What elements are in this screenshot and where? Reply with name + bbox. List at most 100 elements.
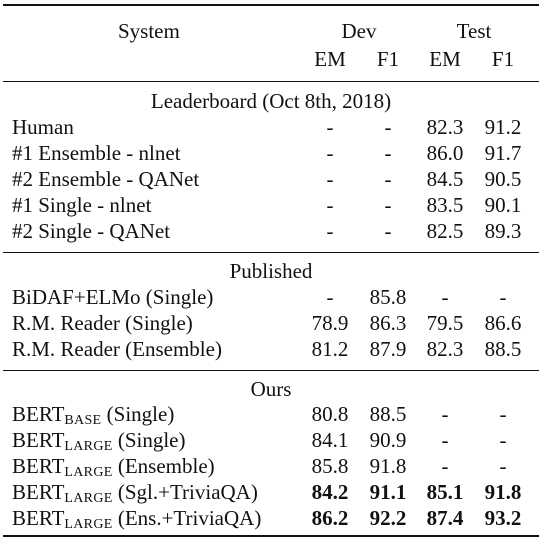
- dev-em-cell: -: [326, 193, 334, 217]
- model-setting: (Single): [106, 402, 175, 426]
- test-f1-cell: -: [499, 454, 507, 478]
- header-dev: Dev: [341, 19, 377, 43]
- dev-em-cell: 85.8: [311, 454, 349, 478]
- system-name: BERTLARGE (Single): [12, 427, 186, 460]
- header-row-metrics: EM F1 EM F1: [3, 46, 539, 72]
- test-f1-cell: 93.2: [484, 506, 522, 530]
- table-row: BERTLARGE (Ens.+TriviaQA) 86.2 92.2 87.4 93.…: [3, 505, 539, 532]
- dev-em-cell: 86.2: [311, 506, 349, 530]
- model-name: BERT: [12, 402, 65, 426]
- test-em-cell: 85.1: [426, 480, 464, 504]
- system-name: Human: [12, 115, 74, 139]
- dev-em-cell: 84.1: [311, 428, 349, 452]
- system-name: #1 Single - nlnet: [12, 193, 152, 217]
- system-name: BERTLARGE (Ens.+TriviaQA): [12, 505, 261, 538]
- header-dev-em: EM: [314, 47, 346, 71]
- model-variant: LARGE: [64, 517, 113, 532]
- bottom-rule: [3, 535, 539, 537]
- dev-f1-cell: -: [384, 167, 392, 191]
- system-name: BERTBASE (Single): [12, 401, 174, 434]
- model-name: BERT: [12, 506, 65, 530]
- dev-f1-cell: 92.2: [369, 506, 407, 530]
- test-em-cell: 79.5: [426, 311, 464, 335]
- dev-f1-cell: -: [384, 193, 392, 217]
- system-name: BERTLARGE (Ensemble): [12, 453, 215, 486]
- dev-f1-cell: 91.1: [369, 480, 407, 504]
- model-name: BERT: [12, 428, 65, 452]
- model-setting: (Ensemble): [117, 454, 215, 478]
- section-title-published: Published: [229, 259, 313, 283]
- test-f1-cell: -: [499, 402, 507, 426]
- test-f1-cell: 88.5: [484, 337, 522, 361]
- section-rule: [3, 370, 539, 371]
- header-system: System: [118, 19, 180, 43]
- header-test: Test: [456, 19, 492, 43]
- model-setting: (Sgl.+TriviaQA): [117, 480, 258, 504]
- test-em-cell: -: [441, 285, 449, 309]
- dev-f1-cell: -: [384, 115, 392, 139]
- model-variant: LARGE: [64, 439, 113, 454]
- model-variant: LARGE: [64, 465, 113, 480]
- test-f1-cell: -: [499, 285, 507, 309]
- system-name: BiDAF+ELMo (Single): [12, 285, 214, 309]
- table-row: BiDAF+ELMo (Single) - 85.8 - -: [3, 284, 539, 310]
- dev-em-cell: 80.8: [311, 402, 349, 426]
- test-f1-cell: 90.5: [484, 167, 522, 191]
- test-em-cell: 82.3: [426, 337, 464, 361]
- test-f1-cell: 91.2: [484, 115, 522, 139]
- test-em-cell: 83.5: [426, 193, 464, 217]
- system-name: BERTLARGE (Sgl.+TriviaQA): [12, 479, 258, 512]
- test-em-cell: 82.3: [426, 115, 464, 139]
- test-f1-cell: 91.8: [484, 480, 522, 504]
- header-test-em: EM: [429, 47, 461, 71]
- table-row: BERTLARGE (Ensemble) 85.8 91.8 - -: [3, 453, 539, 480]
- top-rule: [3, 4, 539, 6]
- table-row: #2 Ensemble - QANet - - 84.5 90.5: [3, 166, 539, 192]
- dev-f1-cell: -: [384, 219, 392, 243]
- test-em-cell: 82.5: [426, 219, 464, 243]
- dev-em-cell: 78.9: [311, 311, 349, 335]
- test-em-cell: -: [441, 454, 449, 478]
- dev-em-cell: -: [326, 167, 334, 191]
- table-row: #1 Single - nlnet - - 83.5 90.1: [3, 192, 539, 218]
- dev-em-cell: -: [326, 141, 334, 165]
- table-row: Human - - 82.3 91.2: [3, 114, 539, 140]
- dev-em-cell: 81.2: [311, 337, 349, 361]
- system-name: R.M. Reader (Single): [12, 311, 193, 335]
- table-row: BERTLARGE (Single) 84.1 90.9 - -: [3, 427, 539, 454]
- header-rule: [3, 81, 539, 82]
- table-row: R.M. Reader (Ensemble) 81.2 87.9 82.3 88.5: [3, 336, 539, 362]
- model-setting: (Ens.+TriviaQA): [117, 506, 262, 530]
- section-title-leaderboard: Leaderboard (Oct 8th, 2018): [150, 89, 392, 113]
- model-name: BERT: [12, 454, 65, 478]
- test-em-cell: -: [441, 402, 449, 426]
- dev-em-cell: -: [326, 285, 334, 309]
- table-row: #1 Ensemble - nlnet - - 86.0 91.7: [3, 140, 539, 166]
- dev-f1-cell: 85.8: [369, 285, 407, 309]
- model-name: BERT: [12, 480, 65, 504]
- header-dev-f1: F1: [376, 47, 400, 71]
- dev-em-cell: -: [326, 219, 334, 243]
- section-title-ours: Ours: [250, 377, 292, 401]
- test-f1-cell: 86.6: [484, 311, 522, 335]
- test-em-cell: 87.4: [426, 506, 464, 530]
- dev-f1-cell: 87.9: [369, 337, 407, 361]
- system-name: #2 Ensemble - QANet: [12, 167, 200, 191]
- dev-f1-cell: 90.9: [369, 428, 407, 452]
- dev-f1-cell: 86.3: [369, 311, 407, 335]
- system-name: #1 Ensemble - nlnet: [12, 141, 181, 165]
- test-f1-cell: -: [499, 428, 507, 452]
- system-name: R.M. Reader (Ensemble): [12, 337, 222, 361]
- dev-f1-cell: 91.8: [369, 454, 407, 478]
- model-variant: BASE: [64, 413, 102, 428]
- test-em-cell: 86.0: [426, 141, 464, 165]
- test-f1-cell: 89.3: [484, 219, 522, 243]
- test-em-cell: -: [441, 428, 449, 452]
- table-row: BERTLARGE (Sgl.+TriviaQA) 84.2 91.1 85.1 91.…: [3, 479, 539, 506]
- dev-f1-cell: 88.5: [369, 402, 407, 426]
- test-f1-cell: 90.1: [484, 193, 522, 217]
- section-rule: [3, 252, 539, 253]
- dev-em-cell: 84.2: [311, 480, 349, 504]
- table-row: #2 Single - QANet - - 82.5 89.3: [3, 218, 539, 244]
- model-variant: LARGE: [64, 491, 113, 506]
